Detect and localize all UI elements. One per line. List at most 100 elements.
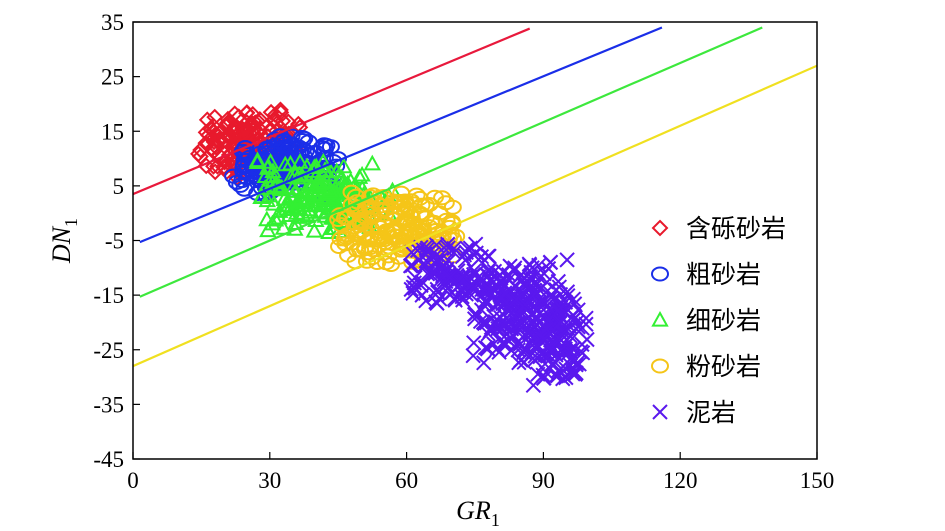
data-point xyxy=(378,224,397,240)
data-point xyxy=(320,223,338,239)
data-point xyxy=(342,184,361,200)
data-point xyxy=(454,288,470,305)
data-point xyxy=(265,194,283,211)
data-point xyxy=(266,111,284,129)
data-point xyxy=(536,330,553,347)
y-tick-label: -15 xyxy=(93,283,124,308)
data-point xyxy=(279,142,298,158)
data-point xyxy=(568,357,584,373)
y-tick-label: 35 xyxy=(101,10,124,35)
data-point xyxy=(402,258,419,274)
x-tick-label: 0 xyxy=(127,468,139,493)
data-point xyxy=(291,153,309,169)
data-point xyxy=(551,315,568,332)
data-point xyxy=(205,157,222,175)
data-point xyxy=(231,177,250,193)
data-point xyxy=(197,123,215,141)
data-point xyxy=(573,343,589,360)
data-point xyxy=(565,366,581,382)
data-point xyxy=(294,193,312,210)
data-point xyxy=(256,167,275,184)
data-point xyxy=(466,311,483,327)
data-point xyxy=(495,275,512,292)
data-point xyxy=(395,213,414,229)
data-point xyxy=(503,294,520,310)
data-point xyxy=(292,173,310,190)
x-tick-label: 120 xyxy=(663,468,698,493)
data-point xyxy=(350,168,369,184)
data-point xyxy=(234,121,252,139)
data-point xyxy=(330,239,349,255)
data-point xyxy=(462,240,479,256)
data-point xyxy=(548,347,564,363)
data-point xyxy=(473,248,490,265)
data-point xyxy=(571,356,587,372)
legend-item: 含砾砂岩 xyxy=(651,214,786,243)
data-point xyxy=(364,230,383,246)
data-point xyxy=(567,309,584,326)
data-point xyxy=(470,269,487,285)
legend-label: 粉砂岩 xyxy=(686,352,761,381)
data-point xyxy=(305,222,324,238)
data-point xyxy=(409,242,426,259)
data-point xyxy=(258,210,276,227)
data-point xyxy=(465,347,481,364)
data-point xyxy=(294,205,312,222)
y-axis-label-sub: 1 xyxy=(61,218,81,227)
data-point xyxy=(413,277,429,294)
data-point xyxy=(555,371,571,387)
data-point xyxy=(417,256,433,273)
data-point xyxy=(197,134,215,152)
data-point xyxy=(413,219,432,235)
legend-marker xyxy=(651,266,669,282)
data-point xyxy=(440,219,459,235)
x-tick-label: 150 xyxy=(800,468,835,493)
data-point xyxy=(442,269,458,286)
y-tick-label: 5 xyxy=(113,174,125,199)
x-tick-label: 90 xyxy=(532,468,555,493)
series-4 xyxy=(329,184,466,273)
data-point xyxy=(389,232,408,248)
data-point xyxy=(298,207,317,223)
data-point xyxy=(407,187,426,203)
legend-label: 细砂岩 xyxy=(686,306,761,335)
data-point xyxy=(457,252,474,269)
data-point xyxy=(491,344,507,360)
data-point xyxy=(207,138,225,156)
legend-marker xyxy=(651,310,669,327)
data-point xyxy=(569,314,585,330)
data-point xyxy=(297,192,316,209)
data-point xyxy=(525,377,542,394)
y-axis: 35 25 15 5 -5 -15 -25 -35 -45 xyxy=(93,10,140,472)
data-point xyxy=(262,103,280,121)
data-point xyxy=(360,189,379,205)
data-point xyxy=(476,293,493,310)
y-tick-label: 15 xyxy=(101,119,124,144)
data-point xyxy=(560,287,576,304)
data-point xyxy=(526,297,543,314)
data-point xyxy=(376,235,395,251)
data-point xyxy=(477,339,494,356)
y-axis-label: DN1 xyxy=(47,218,81,264)
data-point xyxy=(243,115,261,133)
data-point xyxy=(551,362,567,378)
data-point xyxy=(403,281,419,298)
series-5 xyxy=(402,236,595,394)
x-axis: 0 30 60 90 120 150 xyxy=(127,452,834,493)
data-point xyxy=(270,208,288,225)
legend-label: 粗砂岩 xyxy=(686,260,761,289)
legend-marker xyxy=(651,219,669,237)
y-tick-label: -5 xyxy=(105,229,124,254)
data-point xyxy=(480,248,496,264)
data-point xyxy=(430,254,446,270)
data-point xyxy=(259,221,277,238)
y-tick-label: 25 xyxy=(101,65,124,90)
data-point xyxy=(212,123,229,140)
data-point xyxy=(432,291,448,307)
legend-label: 含砾砂岩 xyxy=(686,214,786,243)
data-point xyxy=(425,214,444,230)
data-point xyxy=(543,290,559,306)
boundary-line-2 xyxy=(139,26,663,244)
